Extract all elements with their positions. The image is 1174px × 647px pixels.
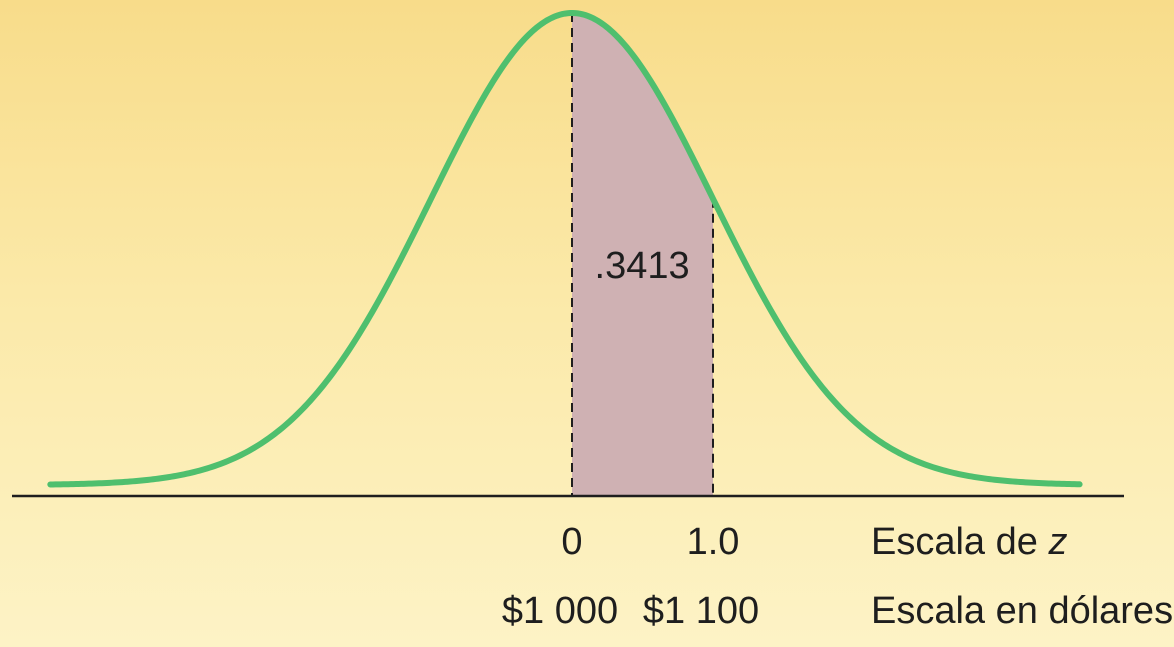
dollar-scale-label: Escala en dólares: [871, 590, 1173, 632]
dollar-tick-label: $1 000: [502, 590, 618, 632]
normal-curve: [47, 10, 1083, 488]
z-tick-label: 0: [561, 521, 582, 563]
z-scale-label: Escala de z: [871, 521, 1067, 563]
dollar-tick-label: $1 100: [643, 590, 759, 632]
shaded-area-label: .3413: [595, 245, 690, 287]
z-tick-label: 1.0: [687, 521, 740, 563]
z-scale-label-prefix: Escala de: [871, 521, 1038, 563]
z-scale-label-variable: z: [1047, 521, 1067, 563]
